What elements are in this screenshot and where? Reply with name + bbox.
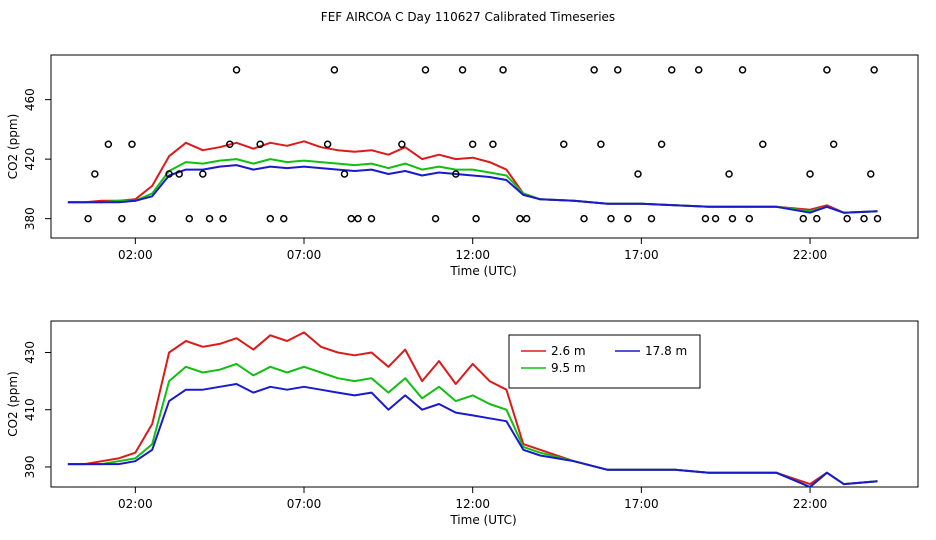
top-x-tick-label: 07:00 bbox=[287, 248, 322, 262]
top-sample-point bbox=[232, 66, 241, 74]
top-sample-point bbox=[806, 170, 814, 178]
top-x-axis-label: Time (UTC) bbox=[449, 264, 516, 278]
top-sample-point bbox=[266, 214, 275, 223]
bottom-series-line-2-6-m bbox=[67, 331, 878, 486]
legend-label: 2.6 m bbox=[551, 344, 586, 358]
bottom-series-line-9-5-m bbox=[67, 362, 878, 488]
bottom-y-axis-label: CO2 (ppm) bbox=[6, 371, 20, 437]
top-y-axis-label: CO2 (ppm) bbox=[6, 114, 20, 180]
top-sample-point bbox=[354, 214, 362, 223]
top-sample-point bbox=[711, 214, 720, 223]
top-sample-point bbox=[226, 140, 234, 149]
top-sample-point bbox=[175, 170, 183, 178]
top-sample-point bbox=[330, 66, 339, 74]
bottom-x-tick-label: 02:00 bbox=[118, 497, 153, 511]
top-sample-point bbox=[128, 140, 136, 149]
top-y-tick-label: 380 bbox=[23, 207, 37, 230]
top-sample-point bbox=[280, 214, 288, 223]
bottom-plot-frame bbox=[50, 320, 919, 488]
top-sample-point bbox=[738, 66, 747, 74]
top-sample-point bbox=[867, 170, 875, 178]
top-sample-point bbox=[165, 170, 173, 178]
top-sample-point bbox=[148, 214, 156, 223]
top-sample-point bbox=[799, 214, 808, 223]
top-sample-point bbox=[823, 66, 831, 74]
top-sample-point bbox=[813, 214, 821, 223]
top-sample-point bbox=[323, 140, 332, 149]
top-sample-point bbox=[452, 170, 460, 178]
bottom-x-tick-label: 07:00 bbox=[287, 497, 322, 511]
top-y-tick-label: 460 bbox=[23, 88, 37, 111]
top-sample-point bbox=[522, 214, 531, 223]
top-x-tick-label: 22:00 bbox=[793, 248, 828, 262]
top-sample-point bbox=[728, 214, 737, 223]
top-sample-point bbox=[580, 214, 588, 223]
top-sample-point bbox=[843, 214, 851, 223]
top-sample-point bbox=[185, 214, 194, 223]
top-series-line-17-8-m bbox=[67, 164, 878, 214]
top-sample-point bbox=[860, 214, 868, 223]
bottom-x-tick-label: 12:00 bbox=[455, 497, 490, 511]
bottom-series-line-17-8-m bbox=[67, 383, 878, 488]
top-sample-point bbox=[870, 66, 878, 74]
top-sample-point bbox=[458, 66, 467, 74]
top-series-line-9-5-m bbox=[67, 158, 878, 214]
top-sample-point bbox=[398, 140, 406, 149]
top-sample-point bbox=[431, 214, 440, 223]
top-sample-point bbox=[701, 214, 710, 223]
top-sample-point bbox=[347, 214, 355, 223]
bottom-y-tick-label: 390 bbox=[23, 456, 37, 479]
top-sample-point bbox=[829, 140, 838, 149]
top-sample-point bbox=[199, 170, 207, 178]
top-x-tick-label: 17:00 bbox=[624, 248, 659, 262]
top-sample-point bbox=[340, 170, 349, 178]
legend-label: 9.5 m bbox=[551, 361, 586, 375]
bottom-x-tick-label: 22:00 bbox=[793, 497, 828, 511]
bottom-y-tick-label: 430 bbox=[23, 341, 37, 364]
bottom-y-tick-label: 410 bbox=[23, 398, 37, 421]
chart-title: FEF AIRCOA C Day 110627 Calibrated Times… bbox=[320, 10, 616, 24]
top-sample-point bbox=[499, 66, 507, 74]
top-sample-point bbox=[516, 214, 524, 223]
top-sample-point bbox=[873, 214, 882, 223]
top-sample-point bbox=[118, 214, 126, 223]
top-sample-point bbox=[489, 140, 497, 149]
top-sample-point bbox=[657, 140, 666, 149]
top-sample-point bbox=[647, 214, 656, 223]
top-plot-frame bbox=[50, 54, 919, 239]
top-sample-point bbox=[219, 214, 227, 223]
top-sample-point bbox=[597, 140, 605, 149]
top-sample-point bbox=[468, 140, 477, 149]
top-series-line-2-6-m bbox=[67, 140, 878, 214]
top-sample-point bbox=[104, 140, 113, 149]
top-sample-point bbox=[694, 66, 703, 74]
top-y-tick-label: 420 bbox=[23, 148, 37, 171]
top-sample-point bbox=[634, 170, 642, 178]
top-sample-point bbox=[590, 66, 598, 74]
top-sample-point bbox=[607, 214, 615, 223]
top-sample-point bbox=[367, 214, 376, 223]
top-sample-point bbox=[421, 66, 430, 74]
top-sample-point bbox=[759, 140, 767, 149]
top-sample-point bbox=[745, 214, 754, 223]
legend-box bbox=[508, 334, 701, 389]
top-sample-point bbox=[667, 66, 676, 74]
top-sample-point bbox=[624, 214, 632, 223]
top-sample-point bbox=[614, 66, 622, 74]
top-sample-point bbox=[84, 214, 92, 223]
top-sample-point bbox=[91, 170, 99, 178]
bottom-x-tick-label: 17:00 bbox=[624, 497, 659, 511]
top-sample-point bbox=[205, 214, 214, 223]
bottom-x-axis-label: Time (UTC) bbox=[449, 513, 516, 527]
top-x-tick-label: 02:00 bbox=[118, 248, 153, 262]
top-sample-point bbox=[560, 140, 568, 149]
legend-label: 17.8 m bbox=[645, 344, 687, 358]
top-sample-point bbox=[725, 170, 733, 178]
top-sample-point bbox=[472, 214, 480, 223]
top-sample-point bbox=[256, 140, 264, 149]
top-x-tick-label: 12:00 bbox=[455, 248, 490, 262]
